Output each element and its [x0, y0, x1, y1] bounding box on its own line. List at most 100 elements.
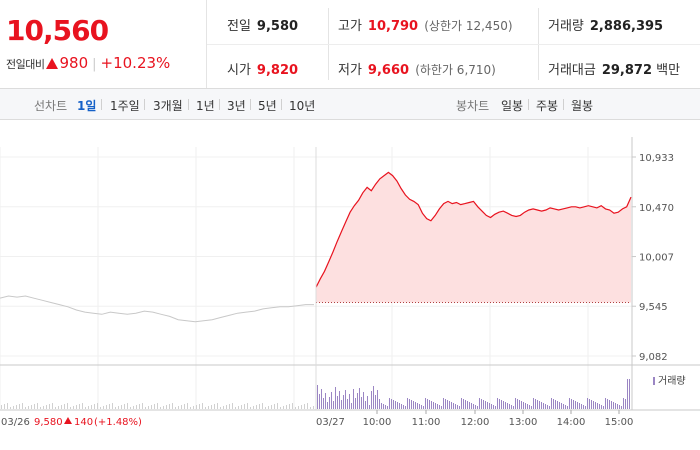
prev-volume-bar [127, 403, 128, 409]
volume-bar [573, 400, 574, 409]
volume-bar [433, 402, 434, 409]
tab-monthly-candle[interactable]: 월봉 [571, 99, 594, 113]
volume-legend-label: 거래량 [658, 375, 686, 387]
prev-volume-bar [1, 405, 2, 409]
divider [250, 99, 251, 110]
prev-volume-bar [10, 407, 11, 409]
volume-bar [565, 405, 566, 409]
volume-bar [453, 403, 454, 409]
today-area [316, 172, 631, 303]
prev-date-label: 03/26 [1, 417, 30, 428]
prev-volume-bar [76, 405, 77, 409]
volume-bar [505, 402, 506, 409]
prev-volume-bar [154, 404, 155, 409]
tab-3y[interactable]: 3년 [227, 99, 246, 113]
volume-bar [597, 403, 598, 409]
volume-bar [541, 402, 542, 409]
prev-volume-bar [22, 403, 23, 409]
prev-volume-bar [133, 406, 134, 409]
prev-volume-bar [178, 406, 179, 409]
prev-volume-bar [223, 406, 224, 409]
volume-bar [425, 398, 426, 409]
volume-bar [417, 403, 418, 409]
prev-volume-bar [25, 407, 26, 409]
volume-bar [525, 403, 526, 409]
divider [219, 99, 220, 110]
volume-bar [461, 398, 462, 409]
volume-bar [507, 403, 508, 409]
y-tick-label: 10,007 [639, 253, 674, 264]
tab-1w[interactable]: 1주일 [110, 99, 140, 113]
low-value: 9,660 [367, 63, 410, 78]
tab-5y[interactable]: 5년 [258, 99, 277, 113]
volume-bar [465, 400, 466, 409]
prev-volume-bar [148, 406, 149, 409]
volume-legend-swatch [653, 377, 655, 385]
price-chart: 거래량 10,933 10,470 10,007 9,545 9,082 03/26 9,… [0, 137, 700, 428]
volume-bar [515, 398, 516, 409]
volume-bar [577, 402, 578, 409]
prev-day-line [0, 295, 314, 323]
volume-bar [579, 403, 580, 409]
open-label: 시가 [227, 63, 251, 78]
y-tick-label: 10,470 [639, 203, 674, 214]
volume-bar [549, 406, 550, 409]
prev-volume-bar [226, 405, 227, 409]
volume-bar [513, 406, 514, 409]
prev-volume-bar [70, 407, 71, 409]
prev-volume-bar [139, 404, 140, 409]
prev-volume-bar [277, 403, 278, 409]
prev-volume-bar [244, 404, 245, 409]
trade-value-unit: 백만 [656, 63, 681, 78]
volume-bar [617, 404, 618, 409]
volume-bar [375, 395, 376, 409]
volume-bar [495, 406, 496, 409]
prev-volume-bar [220, 407, 221, 409]
prev-volume-bar [211, 405, 212, 409]
volume-bar [585, 406, 586, 409]
today-series [315, 171, 632, 288]
prev-volume-bar [247, 403, 248, 409]
stat-volume: 거래량 2,886,395 [548, 15, 663, 34]
prev-volume-bar [31, 405, 32, 409]
stat-low: 저가 9,660 (하한가 6,710) [338, 59, 496, 78]
prev-volume-bar [79, 404, 80, 409]
tab-1d[interactable]: 1일 [77, 99, 97, 113]
volume-bar [471, 403, 472, 409]
volume-bar [389, 398, 390, 409]
prev-volume-bar [40, 407, 41, 409]
prev-volume-bar [193, 406, 194, 409]
change-percent: +10.23% [100, 54, 171, 72]
tab-10y[interactable]: 10년 [289, 99, 316, 113]
tab-weekly-candle[interactable]: 주봉 [536, 99, 559, 113]
volume-bar [625, 399, 626, 409]
volume-bar [487, 402, 488, 409]
prev-volume-bar [73, 406, 74, 409]
volume-bar [595, 402, 596, 409]
prev-volume-bar [295, 407, 296, 409]
prev-volume-bar [175, 407, 176, 409]
prev-volume-bar [43, 406, 44, 409]
volume-bar [341, 400, 342, 409]
volume-bar [551, 398, 552, 409]
chart-tabs: 선차트 1일 1주일 3개월 1년 3년 5년 10년 봉차트 일봉 주봉 월봉 [0, 89, 700, 120]
volume-bar [485, 401, 486, 409]
prev-volume-bar [298, 406, 299, 409]
volume-bar [351, 403, 352, 409]
volume-bar [437, 404, 438, 409]
prev-volume-bar [7, 403, 8, 409]
prev-volume-bar [124, 404, 125, 409]
volume-bars: 거래량 [1, 375, 686, 409]
volume-bar [393, 400, 394, 409]
prev-volume-bar [184, 404, 185, 409]
volume-bar [441, 406, 442, 409]
volume-bar [555, 400, 556, 409]
x-tick-label: 15:00 [605, 417, 634, 428]
tab-1y[interactable]: 1년 [196, 99, 215, 113]
prev-change-pct: (+1.48%) [94, 417, 142, 428]
tab-daily-candle[interactable]: 일봉 [501, 99, 524, 113]
prev-volume-bar [274, 404, 275, 409]
volume-bar [593, 401, 594, 409]
stat-trade-value: 거래대금 29,872 백만 [548, 59, 686, 78]
tab-3m[interactable]: 3개월 [153, 99, 183, 113]
